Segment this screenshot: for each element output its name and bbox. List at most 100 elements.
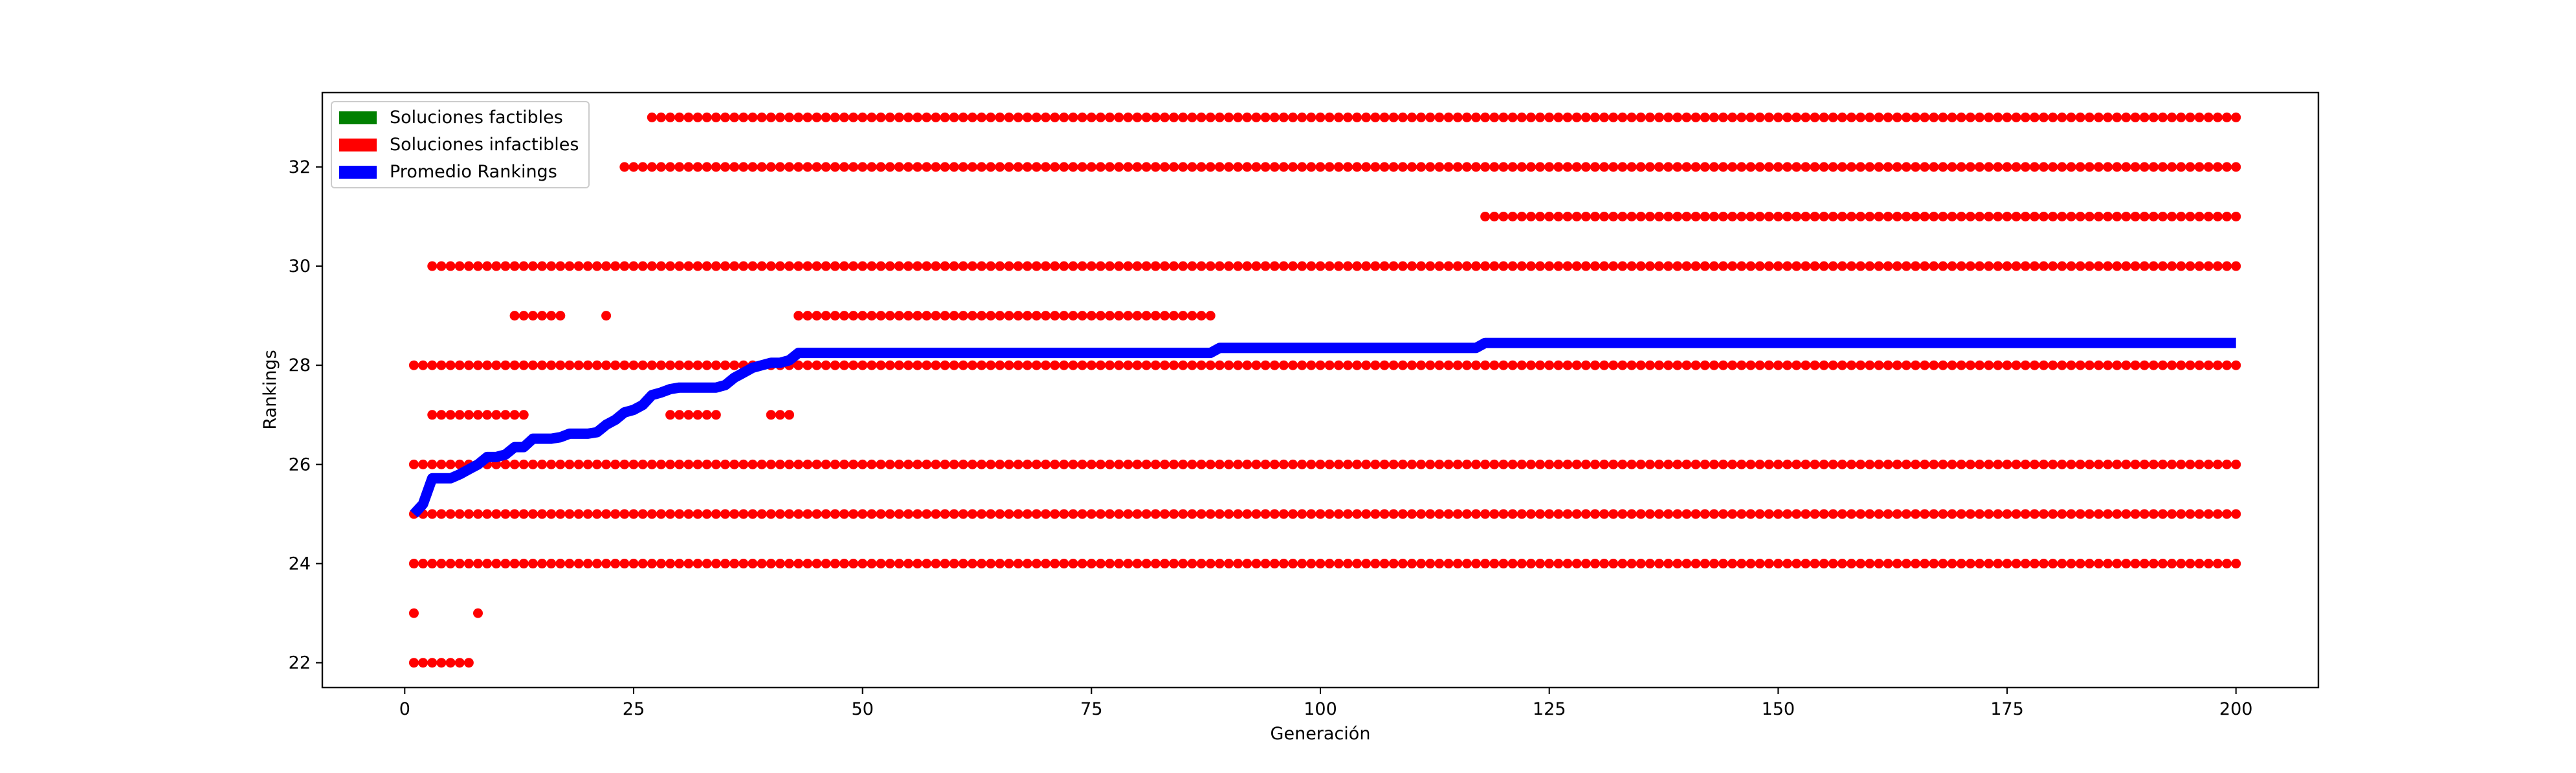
point-infactible-y25-x120 <box>1498 509 1509 519</box>
point-infactible-y29-x59 <box>940 311 950 321</box>
point-infactible-y32-x143 <box>1709 162 1719 172</box>
point-infactible-y32-x82 <box>1150 162 1160 172</box>
point-infactible-y33-x186 <box>2103 112 2113 122</box>
point-infactible-y24-x175 <box>2002 559 2012 569</box>
point-infactible-y30-x118 <box>1480 261 1491 271</box>
point-infactible-y24-x82 <box>1150 559 1160 569</box>
point-infactible-y26-x46 <box>821 459 831 469</box>
x-tick-label-0: 0 <box>399 699 410 719</box>
point-infactible-y24-x115 <box>1452 559 1463 569</box>
x-tick-label-125: 125 <box>1533 699 1566 719</box>
point-infactible-y25-x118 <box>1480 509 1491 519</box>
point-infactible-y32-x103 <box>1342 162 1353 172</box>
point-infactible-y32-x141 <box>1691 162 1701 172</box>
point-infactible-y25-x7 <box>463 509 474 519</box>
point-infactible-y26-x113 <box>1434 459 1445 469</box>
point-infactible-y26-x183 <box>2075 459 2085 469</box>
point-infactible-y32-x162 <box>1883 162 1893 172</box>
point-infactible-y24-x62 <box>967 559 977 569</box>
point-infactible-y25-x24 <box>619 509 630 519</box>
point-infactible-y26-x41 <box>775 459 785 469</box>
point-infactible-y30-x146 <box>1737 261 1747 271</box>
point-infactible-y31-x169 <box>1947 211 1957 221</box>
point-infactible-y33-x167 <box>1929 112 1939 122</box>
point-infactible-y28-x60 <box>949 360 959 370</box>
point-infactible-y25-x22 <box>601 509 612 519</box>
point-infactible-y26-x199 <box>2222 459 2232 469</box>
point-infactible-y30-x195 <box>2185 261 2195 271</box>
point-infactible-y25-x148 <box>1755 509 1765 519</box>
point-infactible-y33-x138 <box>1663 112 1674 122</box>
point-infactible-y33-x176 <box>2011 112 2021 122</box>
point-infactible-y30-x64 <box>986 261 996 271</box>
point-infactible-y25-x11 <box>500 509 511 519</box>
point-infactible-y27-x32 <box>693 410 703 420</box>
point-infactible-y30-x26 <box>638 261 648 271</box>
point-infactible-y26-x12 <box>509 459 520 469</box>
point-infactible-y26-x59 <box>940 459 950 469</box>
point-infactible-y27-x9 <box>482 410 493 420</box>
point-infactible-y25-x27 <box>647 509 657 519</box>
point-infactible-y33-x60 <box>949 112 959 122</box>
point-infactible-y24-x103 <box>1342 559 1353 569</box>
point-infactible-y33-x53 <box>885 112 895 122</box>
point-infactible-y25-x113 <box>1434 509 1445 519</box>
point-infactible-y26-x186 <box>2103 459 2113 469</box>
point-infactible-y24-x37 <box>738 559 749 569</box>
point-infactible-y30-x73 <box>1068 261 1078 271</box>
point-infactible-y26-x11 <box>500 459 511 469</box>
point-infactible-y26-x197 <box>2203 459 2214 469</box>
point-infactible-y25-x17 <box>555 509 566 519</box>
point-infactible-y32-x154 <box>1810 162 1820 172</box>
point-infactible-y30-x14 <box>527 261 538 271</box>
point-infactible-y30-x117 <box>1471 261 1481 271</box>
point-infactible-y33-x52 <box>876 112 886 122</box>
point-infactible-y27-x7 <box>463 410 474 420</box>
point-infactible-y24-x110 <box>1406 559 1417 569</box>
point-infactible-y25-x94 <box>1260 509 1271 519</box>
point-infactible-y24-x194 <box>2176 559 2186 569</box>
y-tick-label-26: 26 <box>289 454 311 475</box>
point-infactible-y33-x132 <box>1608 112 1619 122</box>
point-infactible-y25-x155 <box>1819 509 1829 519</box>
point-infactible-y26-x110 <box>1406 459 1417 469</box>
point-infactible-y24-x45 <box>812 559 822 569</box>
point-infactible-y28-x26 <box>638 360 648 370</box>
point-infactible-y30-x152 <box>1792 261 1802 271</box>
point-infactible-y30-x130 <box>1590 261 1600 271</box>
point-infactible-y32-x100 <box>1315 162 1326 172</box>
point-infactible-y28-x133 <box>1617 360 1628 370</box>
point-infactible-y24-x137 <box>1654 559 1664 569</box>
point-infactible-y28-x97 <box>1288 360 1298 370</box>
point-infactible-y29-x58 <box>931 311 941 321</box>
point-infactible-y33-x73 <box>1068 112 1078 122</box>
point-infactible-y25-x151 <box>1782 509 1792 519</box>
point-infactible-y28-x77 <box>1105 360 1115 370</box>
point-infactible-y31-x149 <box>1764 211 1774 221</box>
point-infactible-y24-x35 <box>720 559 730 569</box>
point-infactible-y30-x179 <box>2039 261 2049 271</box>
point-infactible-y25-x145 <box>1727 509 1738 519</box>
point-infactible-y26-x143 <box>1709 459 1719 469</box>
point-infactible-y24-x130 <box>1590 559 1600 569</box>
point-infactible-y25-x163 <box>1892 509 1902 519</box>
x-tick-label-75: 75 <box>1080 699 1102 719</box>
point-infactible-y25-x39 <box>757 509 767 519</box>
point-infactible-y33-x32 <box>693 112 703 122</box>
point-infactible-y26-x91 <box>1233 459 1243 469</box>
point-infactible-y28-x135 <box>1636 360 1646 370</box>
point-infactible-y25-x13 <box>518 509 529 519</box>
point-infactible-y25-x141 <box>1691 509 1701 519</box>
point-infactible-y32-x87 <box>1196 162 1206 172</box>
point-infactible-y30-x190 <box>2139 261 2149 271</box>
point-infactible-y26-x198 <box>2212 459 2223 469</box>
point-infactible-y24-x166 <box>1920 559 1930 569</box>
point-infactible-y31-x191 <box>2148 211 2159 221</box>
point-infactible-y26-x101 <box>1324 459 1335 469</box>
point-infactible-y33-x174 <box>1993 112 2003 122</box>
point-infactible-y30-x76 <box>1095 261 1105 271</box>
point-infactible-y26-x82 <box>1150 459 1160 469</box>
point-infactible-y24-x195 <box>2185 559 2195 569</box>
point-infactible-y26-x105 <box>1361 459 1371 469</box>
